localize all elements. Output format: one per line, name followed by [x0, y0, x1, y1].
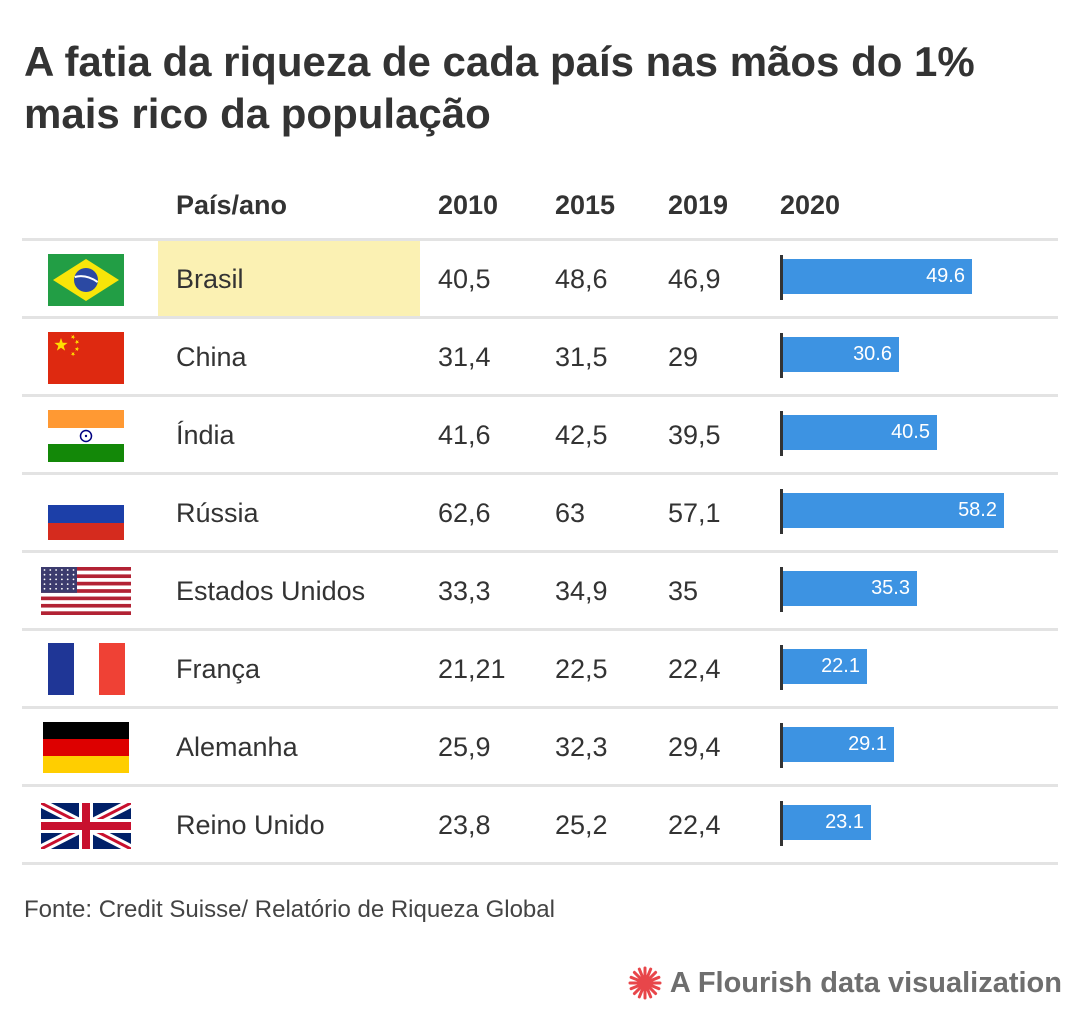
row-divider: [22, 472, 1058, 475]
table-row: Brasil 40,5 48,6 46,9 49.6: [22, 241, 1058, 316]
table-header: País/ano 2010 2015 2019 2020: [22, 186, 1058, 240]
bar-2020: [783, 259, 972, 294]
flag-china-icon: [48, 332, 124, 384]
flourish-credit-text: A Flourish data visualization: [669, 966, 1062, 999]
bar-axis: [780, 489, 783, 534]
country-name: Reino Unido: [176, 810, 325, 840]
header-2015: 2015: [555, 190, 616, 220]
header-country: País/ano: [176, 190, 288, 220]
bar-axis: [780, 333, 783, 378]
value-2015: 42,5: [555, 420, 608, 450]
table-row: Reino Unido 23,8 25,2 22,4 23.1: [22, 787, 1058, 862]
country-name: Brasil: [176, 264, 244, 294]
table-row: Estados Unidos 33,3 34,9 35 35.3: [22, 553, 1058, 628]
row-divider: [22, 862, 1058, 865]
bar-value-label: 29.1: [848, 733, 887, 755]
value-2015: 63: [555, 498, 586, 528]
row-divider: [22, 784, 1058, 787]
table-row: França 21,21 22,5 22,4 22.1: [22, 631, 1058, 706]
bar-2020: [783, 337, 899, 372]
value-2019: 22,4: [668, 654, 721, 684]
row-divider: [22, 394, 1058, 397]
bar-2020: [783, 805, 871, 840]
value-2019: 22,4: [668, 810, 721, 840]
flourish-credit[interactable]: A Flourish data visualization: [628, 966, 1062, 1000]
value-2015: 22,5: [555, 654, 608, 684]
bar-axis: [780, 801, 783, 846]
header-2019: 2019: [668, 190, 729, 220]
bar-2020: [783, 415, 937, 450]
value-2015: 31,5: [555, 342, 608, 372]
source-note: Fonte: Credit Suisse/ Relatório de Rique…: [24, 896, 555, 923]
value-2010: 25,9: [438, 732, 491, 762]
value-2010: 40,5: [438, 264, 491, 294]
country-name: Índia: [176, 420, 235, 450]
flourish-logo-icon: [628, 966, 662, 1000]
header-2020: 2020: [780, 190, 841, 220]
flag-uk-icon: [41, 803, 131, 849]
value-2019: 29,4: [668, 732, 721, 762]
country-name: Estados Unidos: [176, 576, 366, 606]
value-2010: 41,6: [438, 420, 491, 450]
bar-value-label: 30.6: [853, 343, 892, 365]
value-2019: 35: [668, 576, 699, 606]
flag-france-icon: [48, 643, 125, 695]
bar-value-label: 23.1: [825, 811, 864, 833]
value-2010: 33,3: [438, 576, 491, 606]
flag-russia-icon: [48, 488, 124, 540]
value-2019: 46,9: [668, 264, 721, 294]
row-divider: [22, 316, 1058, 319]
bar-value-label: 35.3: [871, 577, 910, 599]
bar-axis: [780, 255, 783, 300]
value-2015: 32,3: [555, 732, 608, 762]
bar-2020: [783, 727, 894, 762]
country-name: Rússia: [176, 498, 259, 528]
table-row: Alemanha 25,9 32,3 29,4 29.1: [22, 709, 1058, 784]
country-name: França: [176, 654, 261, 684]
bar-value-label: 49.6: [926, 265, 965, 287]
bar-value-label: 40.5: [891, 421, 930, 443]
value-2010: 31,4: [438, 342, 491, 372]
flag-usa-icon: [41, 567, 131, 615]
flag-germany-icon: [43, 722, 129, 773]
value-2019: 29: [668, 342, 699, 372]
bar-axis: [780, 723, 783, 768]
row-divider: [22, 706, 1058, 709]
value-2019: 39,5: [668, 420, 721, 450]
table-row: Índia 41,6 42,5 39,5 40.5: [22, 397, 1058, 472]
value-2010: 62,6: [438, 498, 491, 528]
bar-2020: [783, 571, 917, 606]
value-2015: 48,6: [555, 264, 608, 294]
country-name: Alemanha: [176, 732, 298, 762]
bar-axis: [780, 411, 783, 456]
bar-axis: [780, 645, 783, 690]
row-divider: [22, 238, 1058, 241]
value-2019: 57,1: [668, 498, 721, 528]
value-2015: 34,9: [555, 576, 608, 606]
row-divider: [22, 628, 1058, 631]
header-2010: 2010: [438, 190, 499, 220]
bar-value-label: 58.2: [958, 499, 997, 521]
chart-title: A fatia da riqueza de cada país nas mãos…: [24, 38, 975, 137]
flag-india-icon: [48, 410, 124, 462]
country-name: China: [176, 342, 247, 372]
flag-brazil-icon: [48, 254, 124, 306]
row-highlight: [158, 241, 420, 316]
bar-2020: [783, 493, 1004, 528]
bar-2020: [783, 649, 867, 684]
value-2010: 21,21: [438, 654, 506, 684]
row-divider: [22, 550, 1058, 553]
table-row: Rússia 62,6 63 57,1 58.2: [22, 475, 1058, 550]
value-2010: 23,8: [438, 810, 491, 840]
bar-value-label: 22.1: [821, 655, 860, 677]
table-row: China 31,4 31,5 29 30.6: [22, 319, 1058, 394]
value-2015: 25,2: [555, 810, 608, 840]
bar-axis: [780, 567, 783, 612]
